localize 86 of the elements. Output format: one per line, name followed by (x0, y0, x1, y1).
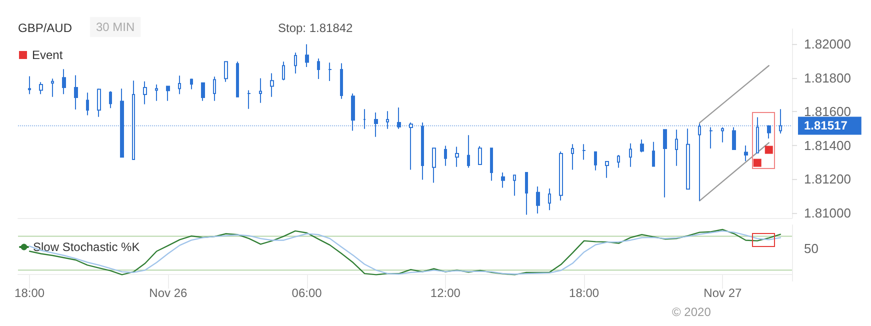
candlestick (386, 110, 389, 130)
candlestick (605, 160, 609, 178)
candlestick (86, 92, 89, 116)
candlestick (490, 148, 493, 182)
candlestick (732, 126, 736, 150)
candlestick (721, 126, 724, 143)
x-tick-label: 06:00 (292, 286, 322, 300)
candlestick (155, 84, 158, 102)
x-tick-label: 12:00 (430, 286, 461, 300)
candlestick (132, 80, 135, 160)
candlestick (478, 146, 482, 166)
y-tick-label: 1.82000 (804, 36, 851, 52)
candlestick (294, 52, 297, 74)
candlestick (698, 123, 701, 202)
candlestick (501, 172, 505, 188)
candlestick (143, 80, 147, 105)
candlestick (617, 154, 620, 168)
candlestick (305, 44, 309, 68)
candlestick (432, 148, 436, 184)
candlestick (513, 174, 516, 196)
candlestick (247, 90, 251, 110)
candlestick (213, 76, 216, 102)
x-tick-label: Nov 26 (149, 286, 188, 300)
x-tick-label: Nov 27 (704, 286, 742, 300)
candlestick (548, 188, 551, 211)
annotation: Stop: 1.81842 (278, 21, 354, 35)
candlestick (120, 88, 124, 158)
x-tick-label: 18:00 (14, 286, 45, 300)
candlestick (62, 68, 66, 95)
y-tick-label: 1.81800 (804, 70, 851, 86)
candlestick (744, 144, 748, 162)
candlestick (166, 86, 170, 102)
candlestick (779, 108, 782, 134)
candlestick (351, 92, 355, 132)
candlestick (421, 122, 424, 180)
candlestick (178, 75, 181, 95)
candlestick (767, 124, 771, 140)
candlestick (594, 151, 597, 171)
candlestick (582, 144, 586, 160)
candlestick (51, 78, 54, 98)
legend-label: Event (32, 48, 64, 62)
candlestick (571, 144, 574, 170)
y-tick-label: 1.81200 (804, 172, 851, 187)
candlestick (282, 61, 285, 81)
candlestick (374, 112, 378, 138)
candlestick (259, 78, 262, 104)
legend-label: Slow Stochastic %K (33, 240, 140, 254)
text: 50 (804, 241, 818, 256)
candlestick (363, 108, 366, 130)
chart-title: GBP/AUD (18, 21, 72, 35)
candlestick (397, 106, 401, 130)
candlestick (709, 126, 713, 149)
x-tick-label: 18:00 (569, 286, 600, 300)
candlestick (97, 88, 101, 118)
candlestick (317, 58, 320, 80)
candlestick (686, 128, 690, 190)
candlestick (467, 134, 470, 168)
candlestick (663, 129, 667, 198)
candlestick (675, 129, 678, 166)
candlestick (559, 151, 563, 201)
text: © 2020 (672, 305, 712, 319)
candlestick (525, 172, 528, 216)
candlestick (236, 61, 239, 98)
candlestick (652, 141, 655, 167)
candlestick (39, 82, 43, 95)
candlestick (756, 116, 759, 154)
candlestick (28, 76, 31, 95)
candlestick (629, 142, 632, 168)
candlestick (190, 78, 193, 90)
chart-subtitle: 30 MIN (96, 20, 135, 34)
ref-line-label: 1.81517 (804, 118, 848, 133)
candlestick (74, 74, 78, 110)
candlestick (536, 186, 540, 214)
y-tick-label: 1.81000 (804, 205, 851, 220)
y-tick-label: 1.81600 (804, 104, 851, 120)
candlestick (328, 62, 332, 82)
candlestick (409, 122, 413, 170)
candlestick (640, 139, 644, 153)
candlestick (109, 90, 112, 109)
candlestick (270, 72, 274, 98)
candlestick (455, 146, 459, 168)
y-tick-label: 1.81400 (804, 138, 851, 153)
candlestick (340, 62, 343, 100)
candlestick (224, 61, 228, 82)
candlestick (444, 145, 447, 166)
candlestick (201, 82, 205, 102)
